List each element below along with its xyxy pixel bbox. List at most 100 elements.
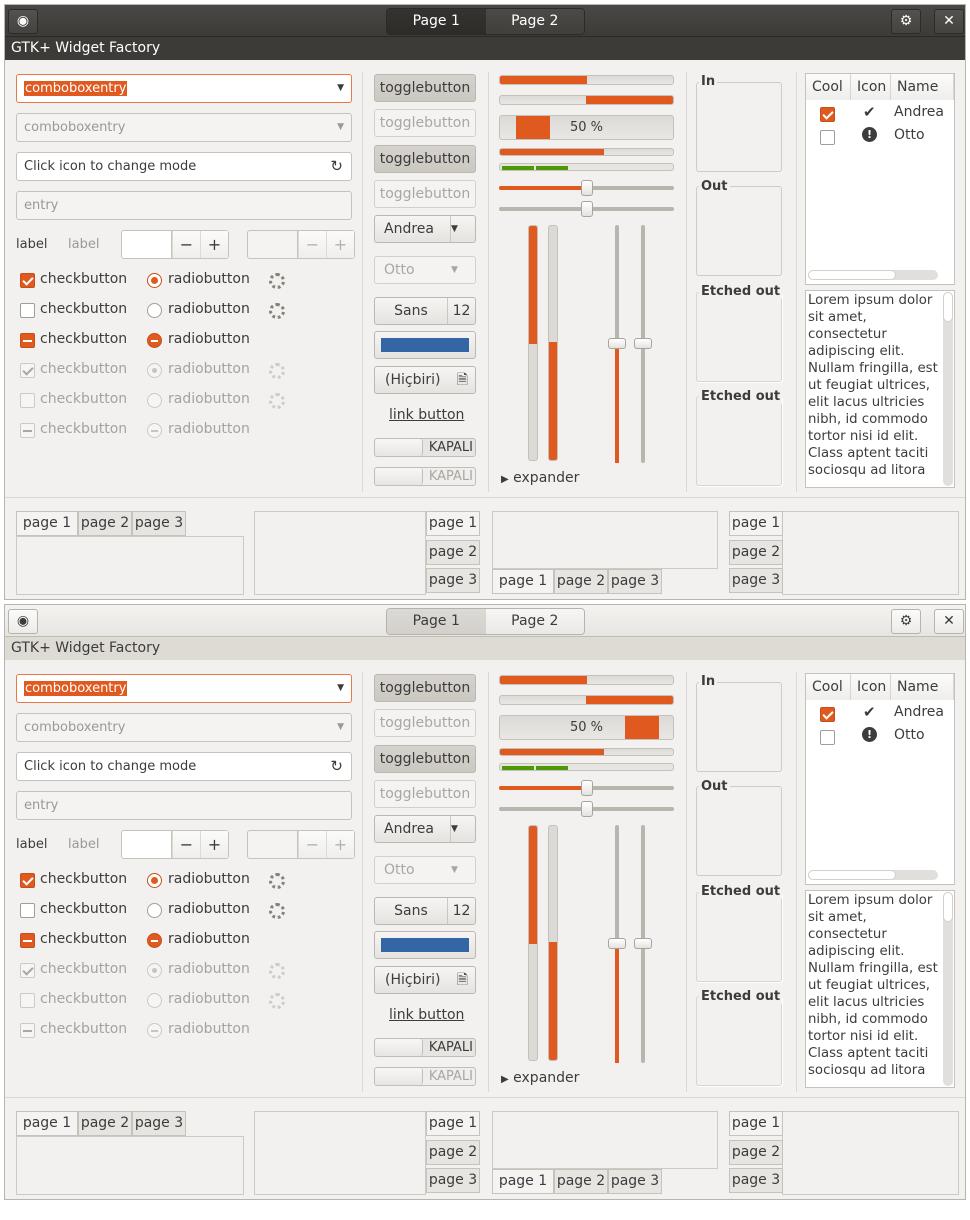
notebook-tab[interactable]: page 2	[554, 1169, 608, 1194]
checkbox-unchecked[interactable]	[20, 303, 35, 318]
column-header-icon[interactable]: Icon	[851, 674, 891, 700]
text-view[interactable]: Lorem ipsum dolor sit amet, consectetur …	[805, 890, 955, 1088]
text-view[interactable]: Lorem ipsum dolor sit amet, consectetur …	[805, 290, 955, 488]
expander[interactable]: ▶ expander	[501, 1070, 579, 1086]
combobox-entry[interactable]: comboboxentry ▼	[16, 74, 352, 103]
notebook-tab[interactable]: page 2	[78, 511, 132, 536]
minus-icon[interactable]: −	[172, 831, 200, 858]
column-header-name[interactable]: Name	[891, 674, 954, 700]
link-button[interactable]: link button	[389, 1007, 465, 1023]
notebook-tab[interactable]: page 2	[426, 540, 480, 565]
scrollbar-thumb[interactable]	[943, 292, 953, 322]
horizontal-scrollbar[interactable]	[808, 270, 938, 280]
notebook-tab[interactable]: page 3	[132, 1111, 186, 1136]
close-icon[interactable]: ✕	[934, 609, 964, 634]
font-button[interactable]: Sans 12	[374, 897, 476, 925]
gear-icon[interactable]: ⚙	[891, 9, 921, 34]
record-icon[interactable]: ◉	[8, 609, 38, 634]
column-header-icon[interactable]: Icon	[851, 74, 891, 100]
notebook-tab[interactable]: page 1	[426, 511, 480, 536]
notebook-tab[interactable]: page 2	[78, 1111, 132, 1136]
combobox-entry[interactable]: comboboxentry ▼	[16, 674, 352, 703]
notebook-tab[interactable]: page 1	[426, 1111, 480, 1136]
radio-mixed[interactable]	[147, 933, 162, 948]
notebook-tab[interactable]: page 1	[16, 511, 78, 536]
notebook-tab[interactable]: page 1	[729, 511, 783, 536]
gear-icon[interactable]: ⚙	[891, 609, 921, 634]
notebook-tab[interactable]: page 3	[608, 569, 662, 594]
file-chooser-button[interactable]: (Hiçbiri) 🗎	[374, 966, 476, 994]
slider-handle[interactable]	[581, 780, 593, 796]
tab-page-2[interactable]: Page 2	[485, 9, 584, 34]
tree-view[interactable]: Cool Icon Name ✔ Andrea ! Otto	[805, 673, 955, 885]
tree-row-checkbox[interactable]	[820, 730, 835, 745]
combo-box-andrea[interactable]: Andrea	[374, 815, 476, 843]
checkbox-checked[interactable]	[20, 273, 35, 288]
color-button[interactable]	[374, 331, 476, 359]
toggle-button-pressed[interactable]: togglebutton	[374, 145, 476, 173]
checkbox-mixed[interactable]	[20, 333, 35, 348]
radio-selected[interactable]	[147, 273, 162, 288]
refresh-icon[interactable]: ↻	[330, 757, 343, 775]
notebook-tab[interactable]: page 2	[729, 540, 783, 565]
radio-mixed[interactable]	[147, 333, 162, 348]
notebook-tab[interactable]: page 2	[729, 1140, 783, 1165]
close-icon[interactable]: ✕	[934, 9, 964, 34]
tab-page-1[interactable]: Page 1	[387, 609, 486, 634]
tree-row-checkbox[interactable]	[820, 107, 835, 122]
column-header-cool[interactable]: Cool	[806, 674, 851, 700]
font-button[interactable]: Sans 12	[374, 297, 476, 325]
scrollbar-thumb[interactable]	[808, 270, 896, 280]
tab-page-2[interactable]: Page 2	[485, 609, 584, 634]
toggle-button-active[interactable]: togglebutton	[374, 74, 476, 102]
horizontal-scrollbar[interactable]	[808, 870, 938, 880]
radio-unselected[interactable]	[147, 903, 162, 918]
notebook-tab[interactable]: page 3	[729, 1168, 783, 1193]
column-header-name[interactable]: Name	[891, 74, 954, 100]
radio-unselected[interactable]	[147, 303, 162, 318]
radio-selected[interactable]	[147, 873, 162, 888]
minus-icon[interactable]: −	[172, 231, 200, 258]
refresh-icon[interactable]: ↻	[330, 157, 343, 175]
spin-button[interactable]: − +	[121, 830, 229, 859]
scrollbar-thumb[interactable]	[943, 892, 953, 922]
notebook-tab[interactable]: page 1	[492, 1169, 554, 1194]
notebook-tab[interactable]: page 1	[729, 1111, 783, 1136]
tab-page-1[interactable]: Page 1	[387, 9, 486, 34]
notebook-tab[interactable]: page 2	[554, 569, 608, 594]
notebook-tab[interactable]: page 3	[426, 568, 480, 593]
column-header-cool[interactable]: Cool	[806, 74, 851, 100]
checkbox-checked[interactable]	[20, 873, 35, 888]
toggle-button-active[interactable]: togglebutton	[374, 674, 476, 702]
checkbox-mixed[interactable]	[20, 933, 35, 948]
tree-view[interactable]: Cool Icon Name ✔ Andrea ! Otto	[805, 73, 955, 285]
notebook-tab[interactable]: page 3	[608, 1169, 662, 1194]
icon-entry[interactable]: Click icon to change mode ↻	[16, 152, 352, 181]
scrollbar-thumb[interactable]	[808, 870, 896, 880]
vertical-scrollbar[interactable]	[943, 292, 953, 486]
file-chooser-button[interactable]: (Hiçbiri) 🗎	[374, 366, 476, 394]
plus-icon[interactable]: +	[200, 231, 228, 258]
plus-icon[interactable]: +	[200, 831, 228, 858]
vertical-slider-handle[interactable]	[608, 938, 626, 949]
tree-row-checkbox[interactable]	[820, 707, 835, 722]
notebook-tab[interactable]: page 3	[132, 511, 186, 536]
tree-row-checkbox[interactable]	[820, 130, 835, 145]
notebook-tab[interactable]: page 3	[426, 1168, 480, 1193]
record-icon[interactable]: ◉	[8, 9, 38, 34]
expander[interactable]: ▶ expander	[501, 470, 579, 486]
switch-off[interactable]: KAPALI	[374, 1038, 476, 1057]
toggle-button-pressed[interactable]: togglebutton	[374, 745, 476, 773]
color-button[interactable]	[374, 931, 476, 959]
chevron-down-icon[interactable]: ▼	[337, 83, 344, 93]
notebook-tab[interactable]: page 1	[492, 569, 554, 594]
link-button[interactable]: link button	[389, 407, 465, 423]
notebook-tab[interactable]: page 3	[729, 568, 783, 593]
switch-off[interactable]: KAPALI	[374, 438, 476, 457]
notebook-tab[interactable]: page 2	[426, 1140, 480, 1165]
chevron-down-icon[interactable]: ▼	[337, 683, 344, 693]
spin-button[interactable]: − +	[121, 230, 229, 259]
checkbox-unchecked[interactable]	[20, 903, 35, 918]
slider-handle[interactable]	[581, 180, 593, 196]
combo-box-andrea[interactable]: Andrea	[374, 215, 476, 243]
